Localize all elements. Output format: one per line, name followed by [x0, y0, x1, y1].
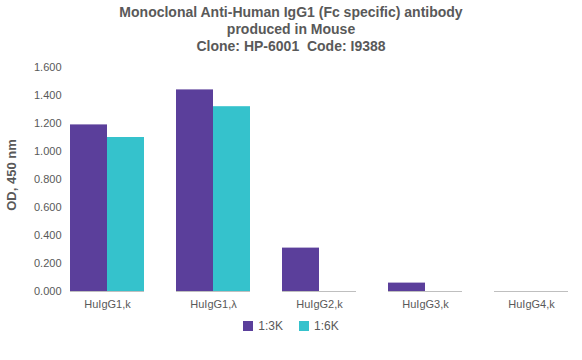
- svg-text:0.800: 0.800: [34, 173, 62, 185]
- svg-text:HuIgG4,k: HuIgG4,k: [508, 298, 555, 310]
- svg-text:HuIgG1,λ: HuIgG1,λ: [190, 298, 237, 310]
- svg-text:0.400: 0.400: [34, 229, 62, 241]
- html-text:Monoclonal Anti-Human IgG1 (Fc: Monoclonal Anti-Human IgG1 (Fc specific)…: [119, 4, 463, 37]
- html-text:1:6K: 1:6K: [314, 319, 339, 333]
- html-text:1:3K: 1:3K: [258, 319, 283, 333]
- svg-text:1.200: 1.200: [34, 117, 62, 129]
- html-text:Clone: HP-6001 Code: I9388: Clone: HP-6001 Code: I9388: [196, 38, 386, 54]
- html-text:OD, 450 nm: OD, 450 nm: [3, 139, 19, 211]
- svg-text:HuIgG1,k: HuIgG1,k: [84, 298, 131, 310]
- svg-text:0.600: 0.600: [34, 201, 62, 213]
- svg-text:HuIgG2,k: HuIgG2,k: [296, 298, 343, 310]
- svg-text:0.200: 0.200: [34, 257, 62, 269]
- svg-text:HuIgG3,k: HuIgG3,k: [402, 298, 449, 310]
- svg-text:1.000: 1.000: [34, 145, 62, 157]
- svg-text:1.600: 1.600: [34, 61, 62, 73]
- svg-text:1.400: 1.400: [34, 89, 62, 101]
- svg-text:0.000: 0.000: [34, 285, 62, 297]
